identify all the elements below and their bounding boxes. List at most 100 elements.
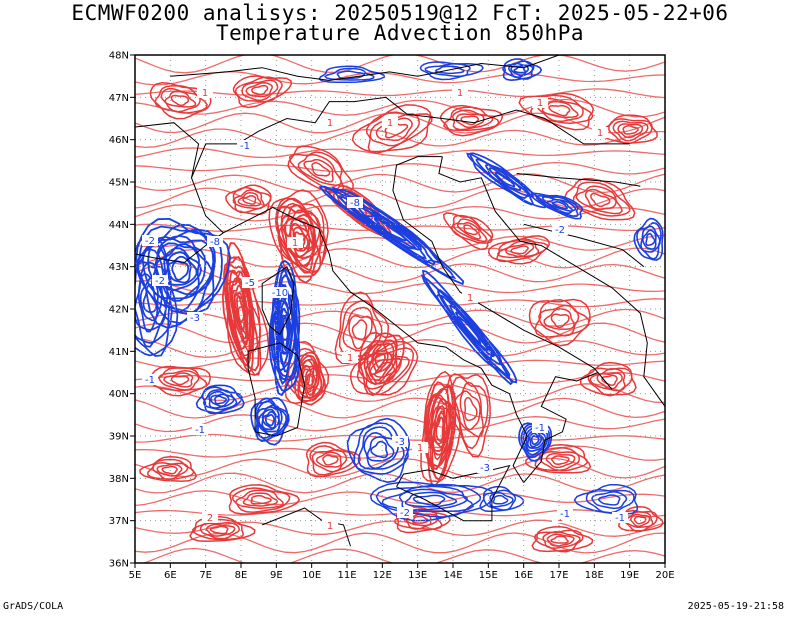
contour-line	[598, 494, 621, 506]
contour-line	[630, 513, 651, 527]
contour-line	[142, 283, 158, 314]
contour-line	[164, 90, 197, 108]
contour-label-bg	[322, 520, 338, 531]
contour-line	[437, 288, 502, 366]
contour-line	[550, 535, 569, 544]
contour-label-warm: 1	[202, 88, 208, 99]
contour-line	[460, 115, 480, 126]
contour-cluster	[633, 217, 664, 261]
contour-line	[135, 55, 665, 74]
y-tick-label: 46N	[109, 135, 129, 146]
contour-label-bg	[392, 436, 408, 447]
contour-line	[262, 410, 277, 429]
x-tick-label: 15E	[479, 570, 498, 581]
axes: 5E 6E 7E 8E 9E 10E 11E 12E 13E 14E 15E 16E 17E 18E 19E…	[109, 51, 675, 582]
x-tick-label: 18E	[585, 570, 604, 581]
contour-label-cold: -8	[350, 198, 360, 209]
contour-line	[422, 269, 518, 384]
contour-line	[466, 152, 534, 206]
contour-line	[496, 240, 540, 259]
contour-line	[264, 413, 275, 427]
contour-line	[442, 212, 494, 251]
contour-line	[233, 292, 246, 333]
contour-line	[636, 222, 662, 260]
contour-label-cold: -3	[480, 463, 490, 474]
contour-label-bg	[452, 87, 468, 98]
contour-line	[617, 123, 644, 139]
contour-line	[510, 245, 529, 255]
contour-cluster	[531, 525, 594, 553]
contour-line	[232, 189, 265, 210]
contour-line	[365, 111, 433, 154]
contour-line	[542, 531, 581, 549]
coastline	[170, 55, 560, 81]
contour-line	[230, 278, 249, 346]
contour-line	[135, 280, 665, 296]
contour-line	[297, 354, 325, 402]
contour-label-bg	[477, 462, 493, 473]
contour-line	[429, 397, 449, 456]
contour-line	[205, 523, 236, 537]
contour-label-cold: -2	[555, 225, 565, 236]
contour-line	[225, 184, 272, 215]
contour-line	[161, 465, 178, 475]
contour-line	[160, 88, 201, 113]
contour-label-bg	[237, 140, 253, 151]
contour-label-cold: -1	[560, 509, 570, 520]
x-tick-label: 14E	[443, 570, 462, 581]
y-tick-label: 41N	[109, 347, 129, 358]
contour-line	[268, 259, 301, 393]
chart-subtitle: Temperature Advection 850hPa	[215, 21, 584, 45]
contour-label-bg	[207, 236, 223, 247]
contour-line	[135, 308, 665, 327]
contour-line	[195, 384, 245, 415]
contour-line	[546, 198, 574, 212]
y-tick-label: 38N	[109, 474, 129, 485]
contour-label-warm: 1	[537, 98, 543, 109]
contour-label-cold: -2	[400, 508, 410, 519]
contour-line	[135, 337, 665, 358]
contour-line	[236, 295, 245, 323]
contour-line	[456, 222, 482, 240]
contour-line	[482, 489, 517, 511]
contour-label-bg	[202, 512, 218, 523]
contour-line	[375, 483, 482, 518]
contour-line	[315, 451, 342, 468]
contour-label-warm: 1	[597, 128, 603, 139]
contour-line	[241, 79, 279, 101]
contour-line	[589, 367, 626, 392]
contour-label-cold: -8	[210, 237, 220, 248]
contour-label-bg	[242, 277, 258, 288]
contour-label-warm: 1	[467, 293, 473, 304]
contour-line	[163, 372, 194, 388]
contour-line	[452, 218, 488, 243]
coastline	[516, 173, 641, 187]
contour-line	[303, 158, 334, 183]
contour-label-cold: -2	[145, 236, 155, 247]
contour-line	[564, 177, 636, 221]
contour-line	[300, 364, 320, 400]
contour-line	[535, 194, 579, 218]
contour-line	[434, 65, 465, 75]
contour-label-warm: 1	[457, 88, 463, 99]
contour-line	[351, 319, 368, 341]
contour-line	[135, 445, 665, 461]
contour-line	[572, 181, 631, 217]
contour-line	[154, 84, 208, 114]
contour-label-cold: -1	[240, 141, 250, 152]
contour-line	[135, 532, 665, 554]
contour-line	[156, 463, 183, 477]
contour-label-cold: -1	[615, 513, 625, 524]
contour-line	[162, 247, 203, 292]
contour-label-layer: 11111121112111-1-2-3-8-2-5-10-3-1-1-2-1-…	[142, 87, 628, 532]
contour-line	[135, 173, 665, 194]
contour-line	[412, 494, 446, 506]
contour-line	[381, 485, 475, 513]
y-tick-label: 40N	[109, 389, 129, 400]
contour-line	[459, 390, 481, 431]
contour-label-bg	[342, 352, 358, 363]
contour-cluster	[502, 58, 543, 82]
contour-line	[584, 188, 617, 210]
x-tick-label: 10E	[302, 570, 321, 581]
x-tick-label: 8E	[235, 570, 248, 581]
